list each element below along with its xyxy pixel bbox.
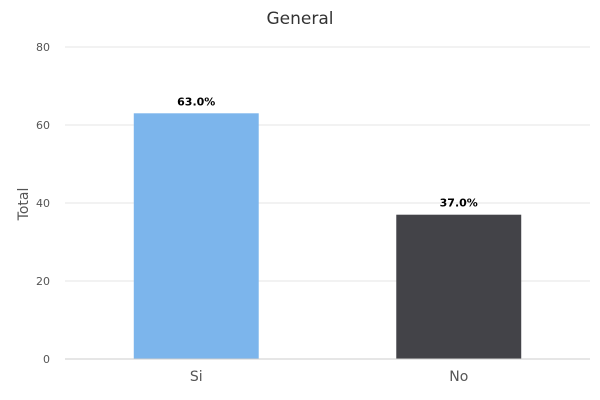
x-tick-label: No (449, 369, 468, 385)
bars (133, 113, 522, 359)
x-tick-label: Si (190, 369, 203, 385)
y-tick-label: 0 (43, 353, 50, 366)
data-labels: 63.0% 37.0% (177, 95, 478, 209)
data-label: 37.0% (440, 197, 478, 210)
y-axis-ticks: 0 20 40 60 80 (36, 41, 50, 366)
x-axis-ticks: Si No (190, 369, 468, 385)
y-axis-label: Total (16, 188, 32, 222)
data-label: 63.0% (177, 95, 215, 108)
bar-no (396, 214, 522, 359)
bar-si (133, 113, 259, 359)
y-tick-label: 60 (36, 119, 50, 132)
y-tick-label: 40 (36, 197, 50, 210)
chart-title: General (267, 9, 334, 29)
y-tick-label: 20 (36, 275, 50, 288)
y-tick-label: 80 (36, 41, 50, 54)
